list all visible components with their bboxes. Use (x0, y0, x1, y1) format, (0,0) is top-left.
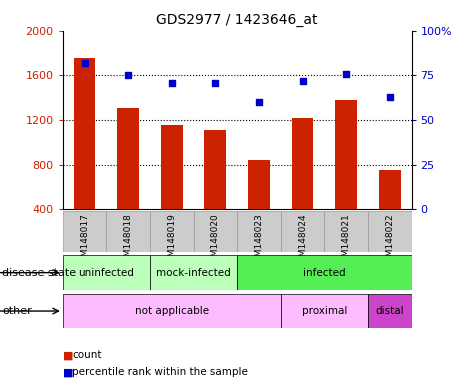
Point (125, 72, 132, 78)
Text: GSM148024: GSM148024 (298, 213, 307, 268)
Point (342, 71, 350, 77)
Text: GSM148022: GSM148022 (385, 213, 394, 268)
Point (299, 78, 306, 84)
Bar (335, 100, 357, 209)
Text: infected: infected (303, 268, 345, 278)
FancyBboxPatch shape (281, 294, 368, 328)
Text: GSM148019: GSM148019 (167, 213, 176, 268)
Point (386, 94, 393, 100)
Bar (292, 118, 313, 209)
Text: GSM148017: GSM148017 (80, 213, 89, 268)
FancyBboxPatch shape (150, 211, 193, 252)
FancyBboxPatch shape (150, 255, 237, 290)
Bar (379, 170, 401, 209)
Text: GSM148021: GSM148021 (342, 213, 351, 268)
Text: count: count (72, 350, 101, 360)
FancyBboxPatch shape (368, 294, 412, 328)
Text: GSM148020: GSM148020 (211, 213, 220, 268)
Title: GDS2977 / 1423646_at: GDS2977 / 1423646_at (156, 13, 318, 27)
FancyBboxPatch shape (281, 211, 324, 252)
Text: ■: ■ (63, 367, 73, 377)
FancyBboxPatch shape (237, 255, 412, 290)
Bar (117, 108, 139, 209)
Point (255, 99, 263, 105)
Text: proximal: proximal (302, 306, 347, 316)
Text: other: other (2, 306, 32, 316)
Text: GSM148018: GSM148018 (124, 213, 133, 268)
Text: percentile rank within the sample: percentile rank within the sample (72, 367, 248, 377)
Bar (205, 130, 226, 209)
Point (81, 60, 88, 66)
FancyBboxPatch shape (324, 211, 368, 252)
FancyBboxPatch shape (63, 255, 150, 290)
Text: disease state: disease state (2, 268, 76, 278)
Bar (73, 58, 95, 209)
Bar (248, 160, 270, 209)
Text: ■: ■ (63, 350, 73, 360)
Text: mock-infected: mock-infected (156, 268, 231, 278)
FancyBboxPatch shape (193, 211, 237, 252)
FancyBboxPatch shape (368, 211, 412, 252)
Point (212, 79, 219, 86)
Text: GSM148023: GSM148023 (254, 213, 264, 268)
FancyBboxPatch shape (63, 294, 281, 328)
Text: not applicable: not applicable (135, 306, 209, 316)
Bar (161, 125, 183, 209)
Point (168, 79, 175, 86)
Text: uninfected: uninfected (79, 268, 134, 278)
Text: distal: distal (375, 306, 404, 316)
FancyBboxPatch shape (106, 211, 150, 252)
FancyBboxPatch shape (237, 211, 281, 252)
FancyBboxPatch shape (63, 211, 106, 252)
